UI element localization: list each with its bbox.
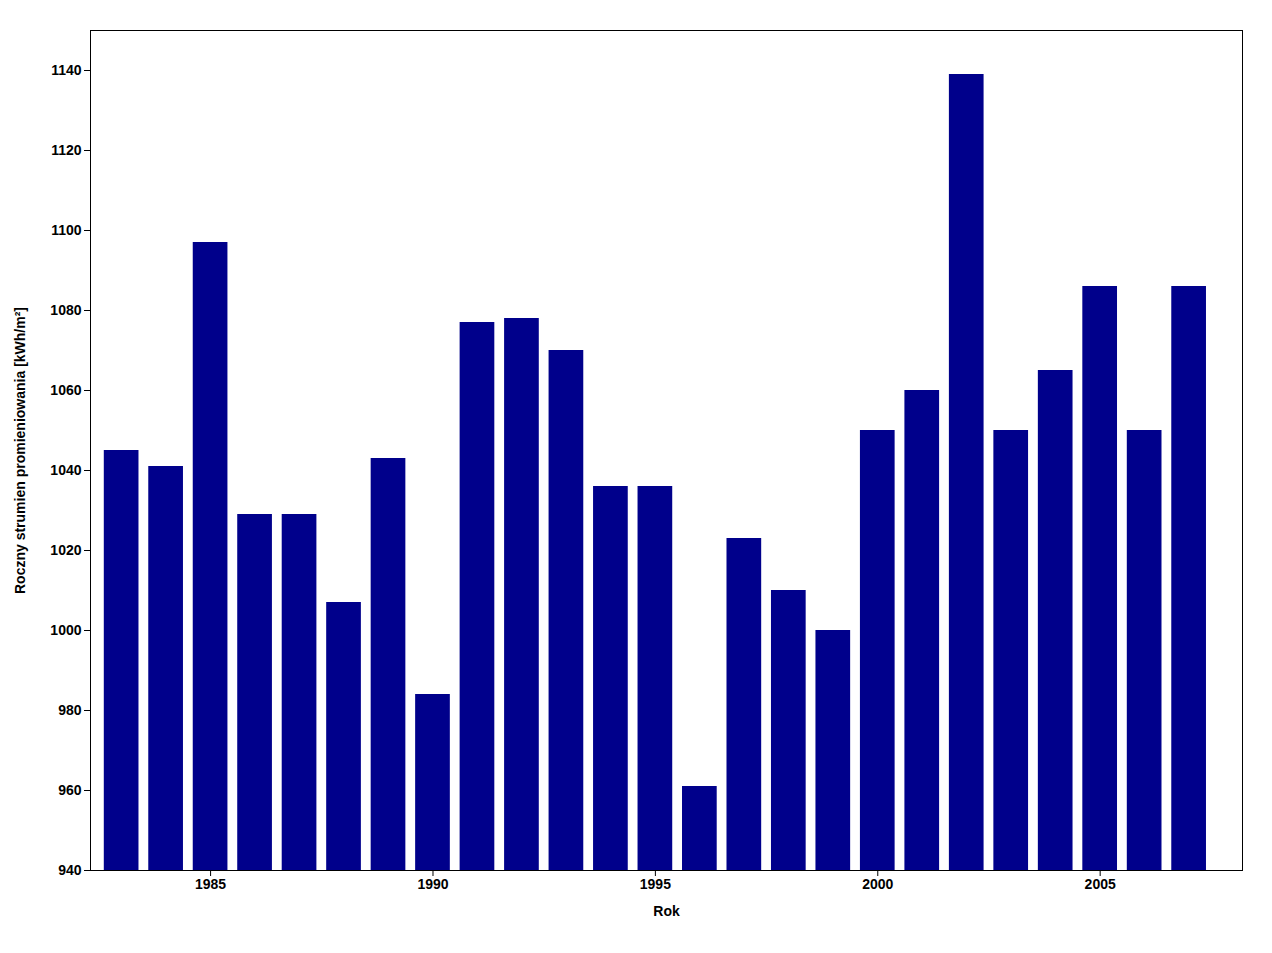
svg-text:1985: 1985 [195, 876, 226, 892]
svg-text:1060: 1060 [50, 382, 81, 398]
svg-text:2005: 2005 [1085, 876, 1116, 892]
svg-text:960: 960 [58, 782, 82, 798]
svg-text:2000: 2000 [862, 876, 893, 892]
svg-text:1990: 1990 [417, 876, 448, 892]
svg-text:1040: 1040 [50, 462, 81, 478]
svg-text:940: 940 [58, 862, 82, 878]
svg-text:1080: 1080 [50, 302, 81, 318]
svg-text:1140: 1140 [51, 62, 82, 78]
svg-text:Roczny strumien promieniowania: Roczny strumien promieniowania [kWh/m²] [12, 307, 28, 594]
svg-text:1000: 1000 [50, 622, 81, 638]
svg-text:Rok: Rok [653, 903, 680, 919]
svg-text:1995: 1995 [640, 876, 671, 892]
svg-text:1020: 1020 [50, 542, 81, 558]
svg-text:1100: 1100 [51, 222, 82, 238]
svg-text:980: 980 [58, 702, 82, 718]
svg-text:1120: 1120 [51, 142, 82, 158]
